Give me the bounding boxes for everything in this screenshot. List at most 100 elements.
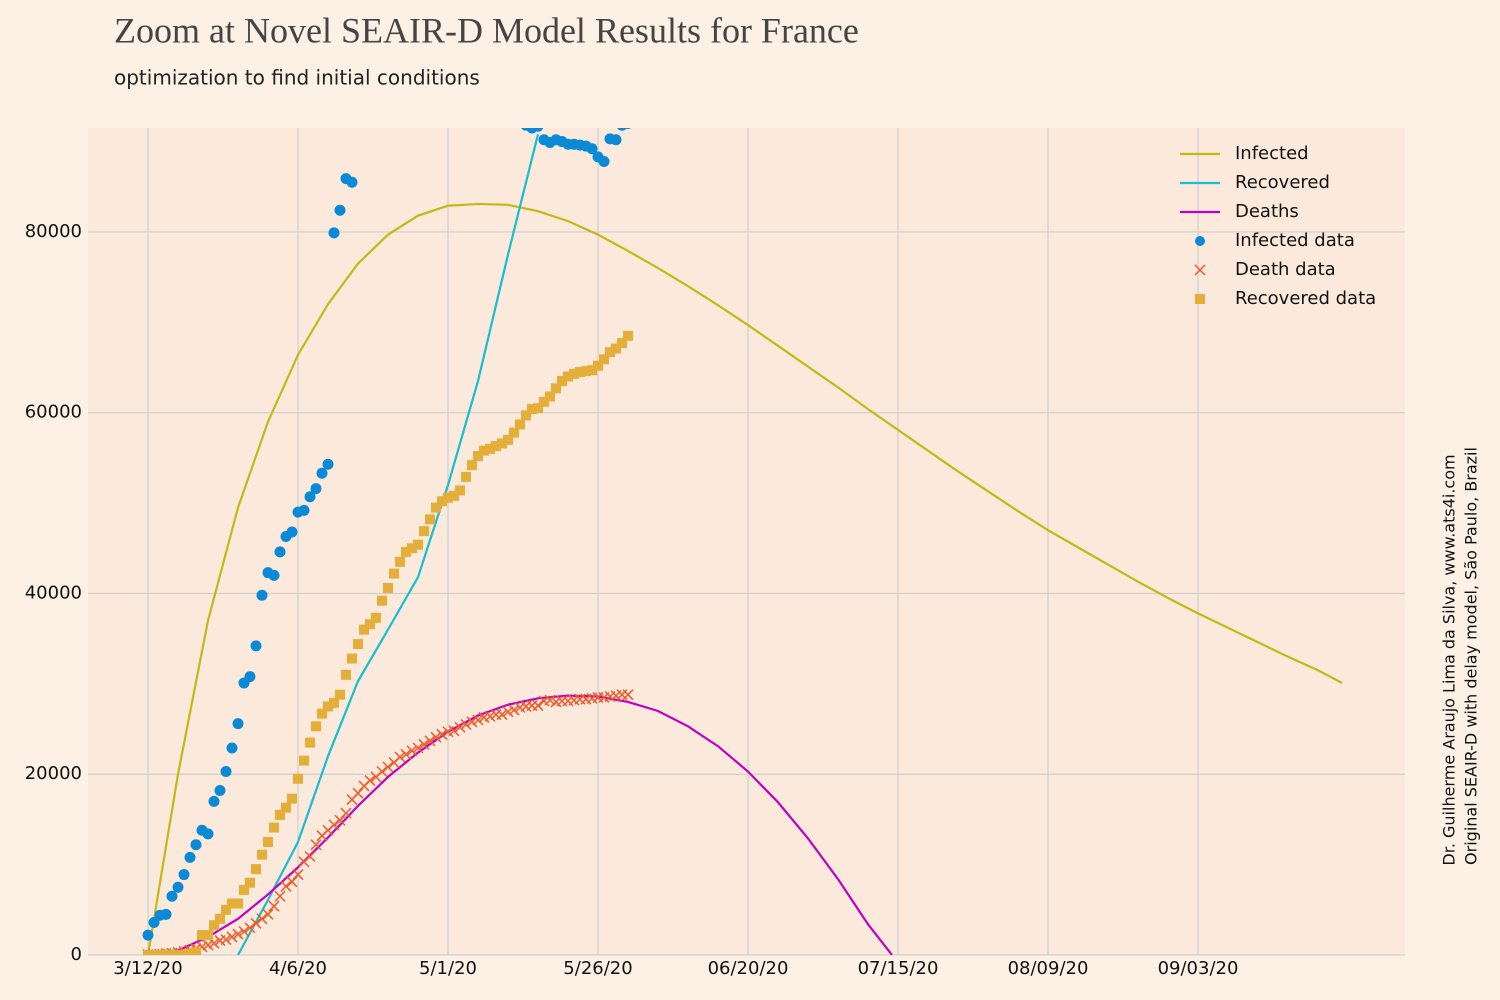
data-point bbox=[376, 765, 388, 778]
data-point bbox=[395, 556, 405, 567]
data-point bbox=[149, 950, 159, 955]
data-point bbox=[310, 839, 322, 851]
data-point bbox=[220, 766, 232, 778]
data-point bbox=[347, 653, 357, 664]
data-point bbox=[382, 761, 394, 773]
data-point bbox=[322, 458, 334, 470]
data-point bbox=[610, 134, 622, 146]
data-point bbox=[532, 700, 544, 712]
data-point bbox=[184, 851, 196, 863]
data-point bbox=[424, 735, 436, 747]
data-point bbox=[232, 718, 244, 730]
data-point bbox=[239, 884, 249, 895]
data-point bbox=[202, 939, 214, 951]
data-point bbox=[142, 929, 154, 941]
data-point bbox=[394, 751, 406, 763]
y-tick-label: 0 bbox=[71, 944, 82, 965]
data-point bbox=[436, 728, 448, 740]
data-point bbox=[316, 467, 328, 479]
legend-label: Infected data bbox=[1235, 230, 1355, 251]
data-point bbox=[334, 814, 346, 826]
data-point bbox=[527, 404, 537, 415]
data-point bbox=[178, 869, 190, 881]
data-point bbox=[617, 338, 627, 349]
data-point bbox=[371, 612, 381, 623]
data-point bbox=[460, 718, 472, 731]
data-point bbox=[617, 128, 627, 131]
data-point bbox=[407, 543, 417, 554]
data-point bbox=[503, 434, 513, 445]
data-point bbox=[214, 785, 226, 797]
data-point bbox=[341, 669, 351, 680]
data-point bbox=[401, 546, 411, 557]
data-point bbox=[304, 491, 316, 503]
data-point bbox=[281, 802, 291, 813]
y-tick-label: 20000 bbox=[25, 763, 82, 784]
data-point bbox=[515, 419, 525, 430]
chart-title: Zoom at Novel SEAIR-D Model Results for … bbox=[114, 10, 859, 50]
data-point bbox=[605, 347, 615, 358]
data-point bbox=[466, 716, 478, 728]
data-point bbox=[287, 793, 297, 804]
data-point bbox=[172, 881, 184, 893]
legend-label: Deaths bbox=[1235, 201, 1299, 222]
data-point bbox=[335, 689, 345, 700]
data-point bbox=[221, 904, 231, 915]
data-point bbox=[263, 837, 273, 848]
data-point bbox=[329, 697, 339, 708]
annotation: Dr. Guilherme Araujo Lima da Silva, www.… bbox=[1440, 454, 1459, 865]
data-point bbox=[377, 595, 387, 606]
data-point bbox=[484, 710, 496, 722]
legend-label: Recovered bbox=[1235, 172, 1330, 193]
data-point bbox=[353, 639, 363, 650]
data-point bbox=[622, 689, 634, 701]
data-point bbox=[430, 731, 442, 743]
data-point bbox=[299, 755, 309, 766]
data-point bbox=[575, 367, 585, 378]
data-point bbox=[400, 748, 412, 760]
data-point bbox=[593, 360, 603, 371]
line-series bbox=[159, 694, 893, 955]
data-point bbox=[275, 809, 285, 820]
data-point bbox=[143, 950, 153, 955]
data-point bbox=[418, 738, 430, 750]
data-point bbox=[443, 492, 453, 503]
legend-swatch bbox=[1194, 264, 1206, 276]
data-point bbox=[220, 934, 232, 946]
data-point bbox=[544, 694, 556, 706]
data-point bbox=[268, 900, 280, 912]
data-point bbox=[226, 931, 238, 943]
data-point bbox=[491, 441, 501, 452]
data-point bbox=[364, 775, 376, 787]
data-point bbox=[521, 410, 531, 421]
data-point bbox=[413, 539, 423, 550]
data-point bbox=[286, 876, 298, 888]
data-point bbox=[310, 483, 322, 495]
chart-subtitle: optimization to find initial conditions bbox=[114, 66, 480, 90]
data-point bbox=[599, 354, 609, 365]
data-point bbox=[197, 930, 207, 941]
y-tick-label: 60000 bbox=[25, 402, 82, 423]
data-point bbox=[340, 807, 352, 819]
legend-label: Death data bbox=[1235, 259, 1336, 280]
data-point bbox=[551, 383, 561, 394]
data-point bbox=[586, 143, 598, 155]
data-point bbox=[274, 546, 286, 558]
data-point bbox=[274, 890, 286, 902]
data-point bbox=[437, 496, 447, 507]
data-point bbox=[250, 640, 262, 652]
data-point bbox=[215, 913, 225, 924]
data-point bbox=[203, 930, 213, 941]
data-point bbox=[412, 742, 424, 754]
data-point bbox=[461, 471, 471, 482]
data-point bbox=[317, 708, 327, 719]
data-point bbox=[160, 908, 172, 920]
data-point bbox=[262, 908, 274, 920]
data-point bbox=[208, 795, 220, 807]
data-point bbox=[269, 822, 279, 833]
data-point bbox=[473, 451, 483, 462]
data-point bbox=[496, 709, 508, 721]
x-tick-label: 5/1/20 bbox=[419, 958, 477, 979]
data-point bbox=[587, 365, 597, 376]
